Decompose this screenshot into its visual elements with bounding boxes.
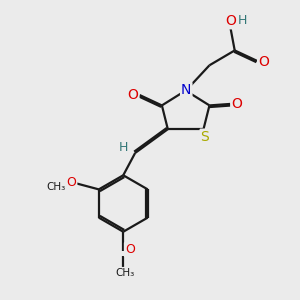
Text: O: O: [231, 97, 242, 111]
Text: O: O: [125, 243, 135, 256]
Text: CH₃: CH₃: [46, 182, 65, 192]
Text: H: H: [238, 14, 247, 27]
Text: H: H: [119, 141, 128, 154]
Text: N: N: [181, 83, 191, 97]
Text: O: O: [128, 88, 139, 102]
Text: O: O: [225, 14, 236, 28]
Text: S: S: [201, 130, 209, 144]
Text: O: O: [258, 55, 269, 69]
Text: O: O: [67, 176, 76, 189]
Text: CH₃: CH₃: [115, 268, 134, 278]
